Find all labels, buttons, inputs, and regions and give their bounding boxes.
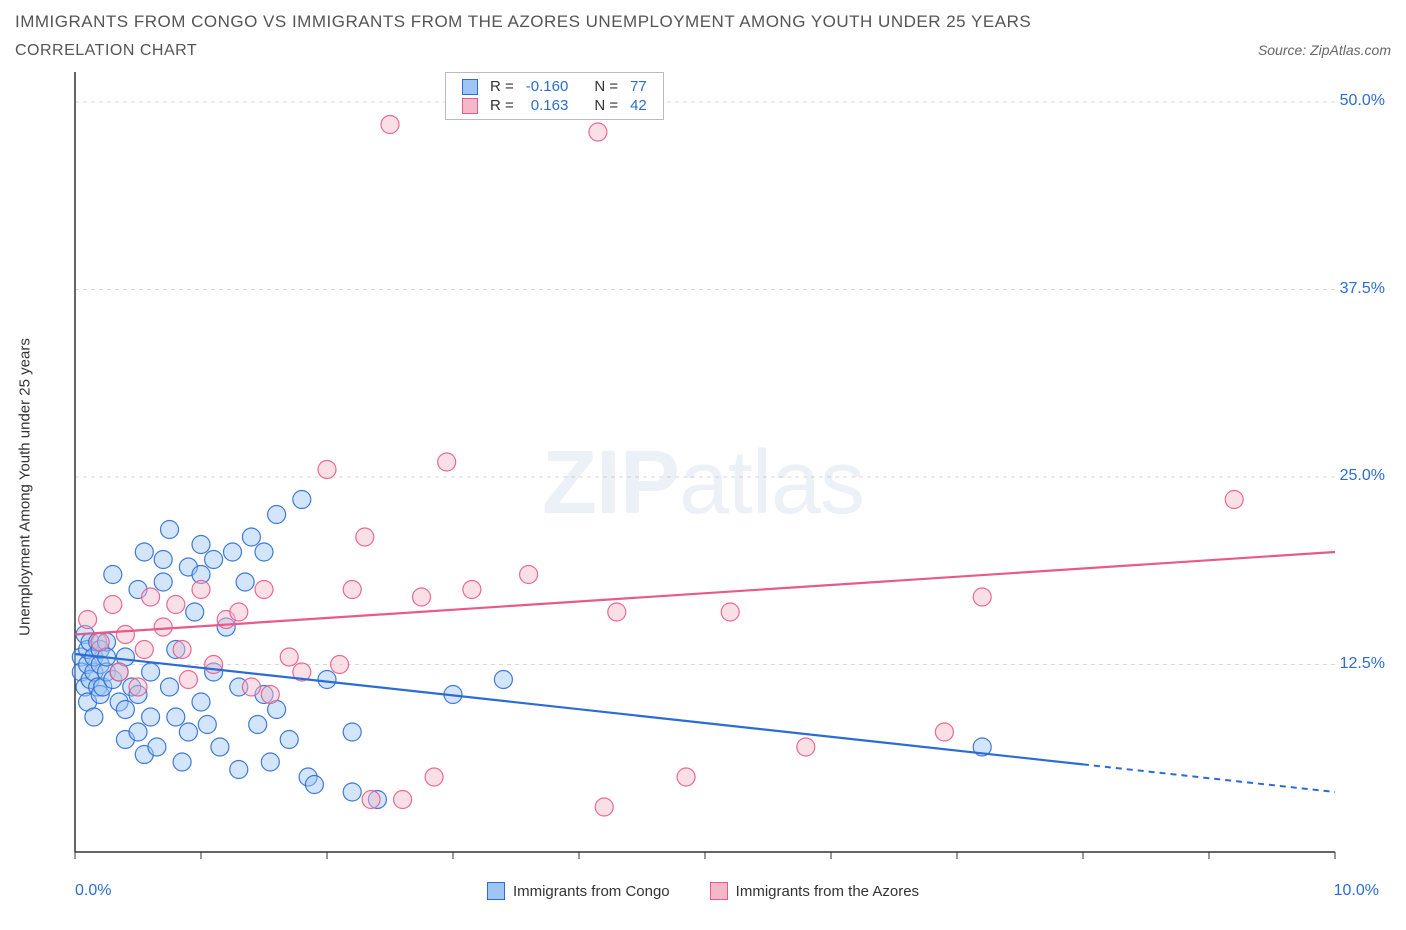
legend-label-azores: Immigrants from the Azores — [736, 883, 919, 900]
y-tick-label: 37.5% — [1340, 280, 1385, 298]
legend-swatch-azores — [710, 882, 728, 900]
correlation-legend: R =-0.160N =77R =0.163N =42 — [445, 72, 664, 120]
y-tick-label: 50.0% — [1340, 92, 1385, 110]
y-tick-label: 25.0% — [1340, 467, 1385, 485]
y-tick-label: 12.5% — [1340, 655, 1385, 673]
chart-container: ZIPatlas Unemployment Among Youth under … — [15, 72, 1391, 902]
legend-swatch-congo — [487, 882, 505, 900]
y-axis-label: Unemployment Among Youth under 25 years — [17, 338, 34, 636]
source-label: Source: ZipAtlas.com — [1258, 42, 1391, 58]
legend-label-congo: Immigrants from Congo — [513, 883, 670, 900]
legend-item-azores: Immigrants from the Azores — [710, 882, 919, 900]
legend-item-congo: Immigrants from Congo — [487, 882, 670, 900]
chart-subtitle: CORRELATION CHART — [15, 42, 197, 60]
subtitle-row: CORRELATION CHART Source: ZipAtlas.com — [15, 42, 1391, 60]
chart-title: IMMIGRANTS FROM CONGO VS IMMIGRANTS FROM… — [15, 12, 1391, 32]
series-legend: Immigrants from Congo Immigrants from th… — [15, 882, 1391, 900]
scatter-plot — [15, 72, 1391, 872]
